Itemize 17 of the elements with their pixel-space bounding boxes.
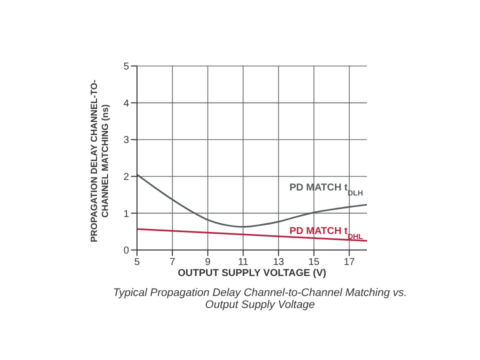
y-tick-label: 5 bbox=[123, 62, 130, 73]
x-tick-label: 5 bbox=[134, 257, 140, 268]
y-tick-label: 1 bbox=[123, 208, 130, 220]
x-tick-label: 17 bbox=[344, 257, 356, 268]
x-tick-label: 13 bbox=[272, 257, 285, 268]
text: Typical Propagation Delay Channel-to-Channel Matching vs. Output Supply Voltage bbox=[112, 287, 408, 311]
x-tick-label: 15 bbox=[308, 257, 320, 268]
x-tick-label: 11 bbox=[238, 257, 249, 268]
line-series bbox=[137, 174, 367, 228]
x-axis-title: OUTPUT SUPPLY VOLTAGE (V) bbox=[178, 268, 326, 279]
y-tick-label: 2 bbox=[123, 172, 130, 183]
x-tick-label: 9 bbox=[204, 257, 211, 268]
y-axis-title: PROPAGATION DELAY CHANNEL-TO-CHANNEL MATCHING (ns) bbox=[89, 78, 111, 244]
y-tick-label: 0 bbox=[123, 246, 130, 257]
x-tick-label: 7 bbox=[170, 257, 176, 268]
y-tick-label: 4 bbox=[123, 98, 130, 110]
y-tick-label: 3 bbox=[123, 135, 130, 146]
